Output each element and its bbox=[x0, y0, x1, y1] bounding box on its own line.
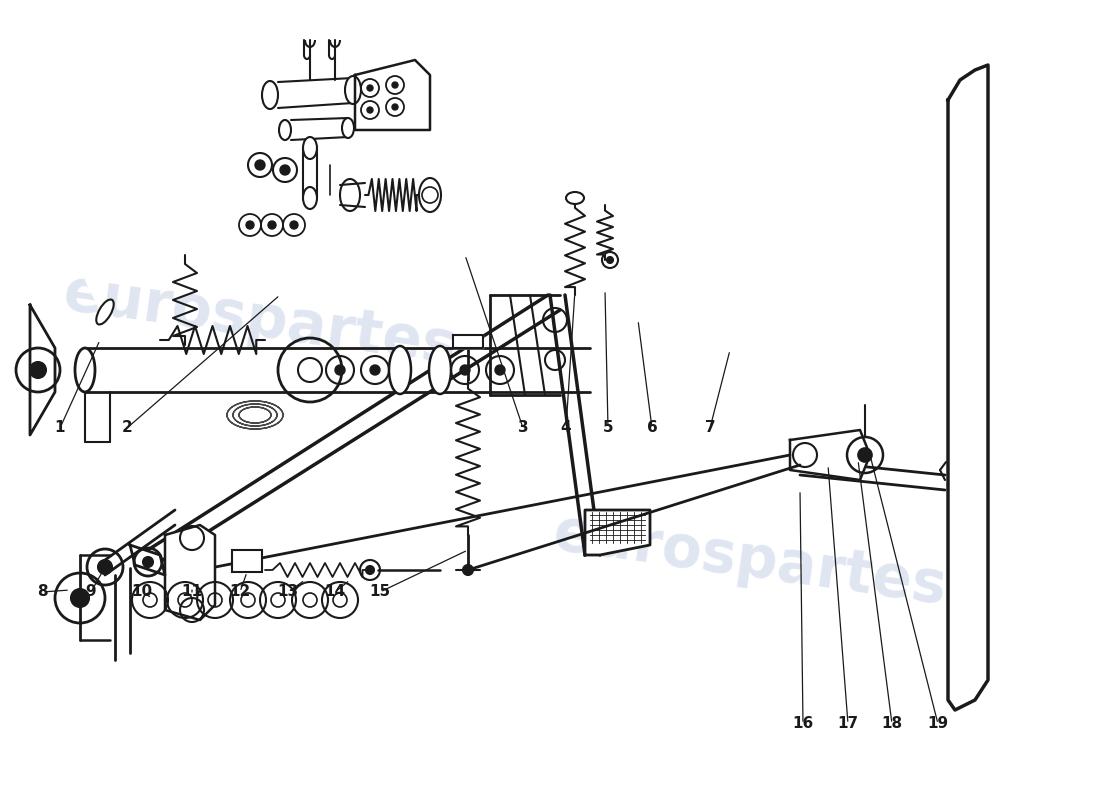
Ellipse shape bbox=[302, 187, 317, 209]
Circle shape bbox=[392, 82, 398, 88]
Text: 1: 1 bbox=[55, 421, 65, 435]
Text: 15: 15 bbox=[370, 585, 390, 599]
Circle shape bbox=[280, 165, 290, 175]
Ellipse shape bbox=[389, 346, 411, 394]
Ellipse shape bbox=[340, 179, 360, 211]
Text: 16: 16 bbox=[792, 717, 814, 731]
Circle shape bbox=[495, 365, 505, 375]
Ellipse shape bbox=[566, 192, 584, 204]
Text: 4: 4 bbox=[561, 421, 571, 435]
Text: 13: 13 bbox=[277, 585, 298, 599]
Ellipse shape bbox=[262, 81, 278, 109]
Text: eurospartes: eurospartes bbox=[59, 264, 461, 376]
Polygon shape bbox=[30, 305, 55, 435]
Polygon shape bbox=[585, 510, 650, 555]
Polygon shape bbox=[453, 335, 483, 348]
Polygon shape bbox=[165, 525, 214, 620]
Ellipse shape bbox=[429, 346, 451, 394]
Circle shape bbox=[268, 221, 276, 229]
Circle shape bbox=[460, 365, 470, 375]
Text: 3: 3 bbox=[518, 421, 528, 435]
Circle shape bbox=[367, 107, 373, 113]
Circle shape bbox=[290, 221, 298, 229]
Circle shape bbox=[336, 365, 345, 375]
Ellipse shape bbox=[279, 120, 292, 140]
Ellipse shape bbox=[345, 76, 361, 104]
Circle shape bbox=[370, 365, 379, 375]
Text: 18: 18 bbox=[881, 717, 903, 731]
Circle shape bbox=[392, 104, 398, 110]
Circle shape bbox=[30, 362, 46, 378]
Circle shape bbox=[366, 566, 374, 574]
Ellipse shape bbox=[419, 178, 441, 212]
Text: 9: 9 bbox=[86, 585, 97, 599]
Circle shape bbox=[143, 557, 153, 567]
Polygon shape bbox=[130, 545, 165, 575]
Polygon shape bbox=[790, 430, 870, 480]
Text: 14: 14 bbox=[324, 585, 345, 599]
Circle shape bbox=[858, 448, 872, 462]
Text: 19: 19 bbox=[927, 717, 948, 731]
Polygon shape bbox=[355, 60, 430, 130]
Text: eurospartes: eurospartes bbox=[550, 504, 950, 616]
Circle shape bbox=[246, 221, 254, 229]
Circle shape bbox=[607, 257, 613, 263]
Text: 10: 10 bbox=[131, 585, 153, 599]
Circle shape bbox=[72, 589, 89, 607]
Polygon shape bbox=[948, 65, 988, 710]
Circle shape bbox=[98, 560, 112, 574]
Circle shape bbox=[255, 160, 265, 170]
Ellipse shape bbox=[97, 299, 113, 325]
Circle shape bbox=[367, 85, 373, 91]
Ellipse shape bbox=[302, 137, 317, 159]
Text: 8: 8 bbox=[36, 585, 47, 599]
Ellipse shape bbox=[75, 348, 95, 392]
Text: 6: 6 bbox=[647, 421, 658, 435]
Circle shape bbox=[463, 565, 473, 575]
Text: 17: 17 bbox=[837, 717, 859, 731]
Text: 5: 5 bbox=[603, 421, 614, 435]
Text: 2: 2 bbox=[122, 421, 132, 435]
Ellipse shape bbox=[342, 118, 354, 138]
Text: 12: 12 bbox=[230, 585, 251, 599]
Bar bbox=[232, 550, 262, 572]
Text: 7: 7 bbox=[705, 421, 715, 435]
Text: 11: 11 bbox=[182, 585, 202, 599]
